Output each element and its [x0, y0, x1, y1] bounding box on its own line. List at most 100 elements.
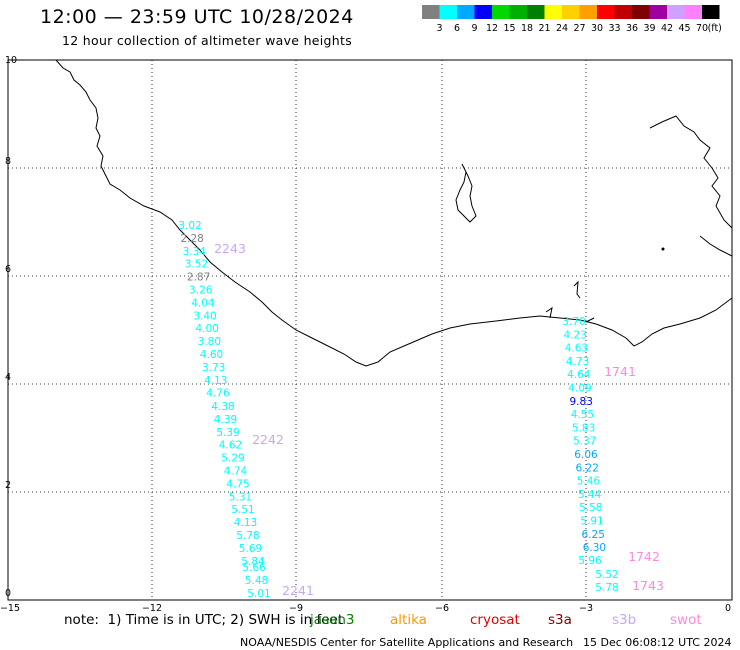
wave-height-value: 6.22	[576, 462, 599, 474]
colorbar-label: 45	[678, 23, 690, 34]
generated-time: 15 Dec 06:08:12 UTC 2024	[583, 636, 732, 649]
wave-height-value: 3.40	[193, 310, 216, 322]
y-tick-label: 4	[5, 372, 11, 383]
map-grid	[8, 60, 732, 600]
wave-height-labels: 3.022.283.343.522.873.264.043.404.003.80…	[178, 220, 664, 600]
colorbar-swatch	[632, 5, 650, 19]
track-time-label: 2243	[214, 241, 246, 256]
wave-height-value: 6.30	[583, 542, 606, 554]
wave-height-value: 4.39	[214, 414, 237, 426]
wave-height-value: 4.55	[571, 409, 594, 421]
wave-height-value: 5.37	[573, 436, 596, 448]
wave-height-value: 3.34	[183, 246, 207, 258]
colorbar-swatch	[492, 5, 510, 19]
y-tick-label: 2	[5, 480, 11, 491]
wave-height-map: −15 −12 −9 −6 −3 0 0 2 4 6 8 10 3.022.283.343.522.8…	[0, 55, 733, 612]
colorbar-label: 9	[471, 23, 477, 34]
colorbar-swatch	[439, 5, 457, 19]
colorbar-label: 12	[486, 23, 498, 34]
wave-height-value: 4.13	[234, 517, 257, 529]
colorbar-label: 30	[591, 23, 603, 34]
colorbar-swatch	[474, 5, 492, 19]
wave-height-value: 5.29	[221, 453, 244, 465]
colorbar-label: 39	[643, 23, 655, 34]
wave-height-value: 4.75	[226, 478, 249, 490]
wave-height-value: 4.09	[568, 383, 591, 395]
colorbar-swatch	[457, 5, 475, 19]
colorbar-label: (ft)	[708, 23, 722, 34]
legend-jason3: jason3	[310, 612, 355, 628]
legend-cryosat: cryosat	[470, 612, 520, 628]
wave-height-value: 3.52	[185, 259, 208, 271]
wave-height-value: 3.73	[202, 362, 225, 374]
colorbar-label: 6	[454, 23, 460, 34]
colorbar-swatch	[614, 5, 632, 19]
wave-height-value: 4.73	[566, 356, 589, 368]
wave-height-value: 5.48	[245, 575, 268, 587]
wave-height-value: 4.38	[211, 401, 234, 413]
y-tick-label: 10	[5, 55, 17, 66]
map-frame	[7, 59, 733, 601]
colorbar-swatch	[667, 5, 685, 19]
wave-height-value: 5.84	[241, 556, 265, 568]
colorbar-label: 18	[521, 23, 533, 34]
y-tick-label: 8	[5, 156, 11, 167]
colorbar-swatch	[579, 5, 597, 19]
wave-height-value: 5.39	[216, 427, 239, 439]
wave-height-value: 5.69	[239, 543, 262, 555]
colorbar-swatch	[597, 5, 615, 19]
x-tick-label: −9	[289, 603, 303, 612]
inland-lake-dot	[661, 247, 665, 251]
x-tick-label: −12	[142, 603, 162, 612]
colorbar-swatch	[562, 5, 580, 19]
legend-swot: swot	[670, 612, 702, 628]
wave-height-value: 5.52	[595, 569, 618, 581]
credit-text: NOAA/NESDIS Center for Satellite Applica…	[240, 636, 574, 649]
wave-height-value: 2.28	[180, 233, 203, 245]
colorbar-swatch	[649, 5, 667, 19]
wave-height-value: 4.23	[564, 329, 587, 341]
colorbar-swatch	[527, 5, 545, 19]
colorbar-label: 3	[436, 23, 442, 34]
wave-height-value: 5.01	[247, 588, 270, 600]
wave-height-value: 4.74	[224, 466, 248, 478]
wave-height-value: 3.02	[178, 220, 201, 232]
wave-height-value: 4.04	[191, 297, 215, 309]
wave-height-value: 5.96	[578, 555, 602, 567]
wave-height-value: 6.06	[574, 449, 598, 461]
track-time-label: 1741	[604, 364, 636, 379]
wave-height-value: 5.66	[242, 562, 266, 574]
map-title: 12:00 — 23:59 UTC 10/28/2024	[40, 6, 354, 28]
axis-tick-labels: −15 −12 −9 −6 −3 0 0 2 4 6 8 10	[0, 55, 731, 612]
wave-height-value: 5.83	[572, 422, 595, 434]
wave-height-value: 2.87	[187, 272, 210, 284]
colorbar-swatch	[544, 5, 562, 19]
track-time-label: 2242	[252, 432, 284, 447]
colorbar-label: 70	[696, 23, 708, 34]
coastline-west-africa	[55, 59, 733, 367]
wave-height-value: 4.63	[565, 343, 588, 355]
wave-height-colorbar: 3 6 9 12 15 18 21 24 27 30 33 36 39 42 45 70 (ft)	[422, 5, 722, 34]
river-niger-delta	[699, 235, 733, 257]
track-time-label: 1743	[632, 578, 664, 593]
wave-height-value: 4.62	[219, 440, 242, 452]
wave-height-value: 9.83	[570, 396, 593, 408]
wave-height-value: 5.31	[229, 491, 252, 503]
wave-height-value: 5.78	[236, 530, 259, 542]
colorbar-swatch	[509, 5, 527, 19]
lake-volta	[455, 163, 477, 223]
wave-height-value: 6.25	[582, 529, 605, 541]
colorbar-label: 36	[626, 23, 638, 34]
y-tick-label: 6	[5, 264, 11, 275]
units-note: note: 1) Time is in UTC; 2) SWH is in fe…	[64, 612, 344, 628]
colorbar-swatch	[702, 5, 720, 19]
x-tick-label: 0	[725, 603, 731, 612]
wave-height-value: 5.91	[580, 516, 603, 528]
legend-s3b: s3b	[612, 612, 637, 628]
colorbar-swatch	[684, 5, 702, 19]
lake-kainji	[649, 115, 733, 229]
map-subtitle: 12 hour collection of altimeter wave hei…	[62, 33, 353, 48]
legend-s3a: s3a	[548, 612, 572, 628]
colorbar-label: 15	[503, 23, 515, 34]
wave-height-value: 4.76	[206, 388, 230, 400]
